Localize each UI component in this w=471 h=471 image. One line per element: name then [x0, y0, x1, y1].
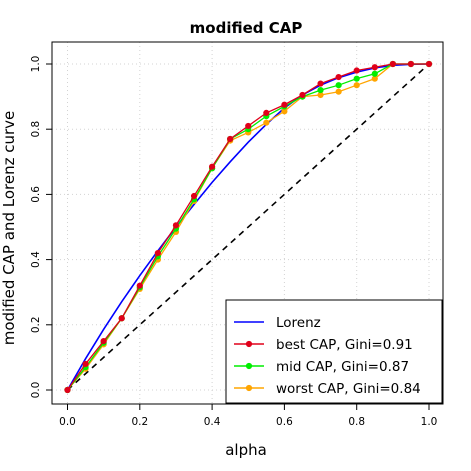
- series-group: [64, 60, 433, 394]
- series-1: [64, 60, 433, 394]
- y-tick-label: 0.6: [30, 186, 42, 203]
- y-tick-label: 1.0: [30, 56, 42, 73]
- y-tick-label: 0.4: [30, 251, 42, 268]
- data-point: [335, 82, 342, 89]
- data-point: [154, 249, 161, 257]
- y-tick-label: 0.2: [30, 316, 42, 333]
- data-point: [227, 135, 234, 143]
- legend-entry-label: worst CAP, Gini=0.84: [276, 381, 421, 397]
- data-point: [190, 192, 198, 200]
- diagonal-line: [66, 63, 430, 391]
- series-0: [66, 63, 430, 391]
- axes: 0.0 0.2 0.4 0.6 0.8 1.0 0.0 0.2 0.4 0.6 0.8 1.0: [30, 56, 437, 428]
- data-point: [335, 88, 342, 95]
- legend-marker: [245, 384, 253, 392]
- data-point: [389, 60, 396, 68]
- series-line: [66, 63, 430, 391]
- data-point: [82, 360, 89, 368]
- plot-frame: [51, 41, 444, 405]
- data-point: [118, 315, 125, 322]
- x-tick-label: 0.4: [204, 416, 221, 428]
- data-point: [136, 282, 143, 289]
- data-point: [100, 338, 107, 345]
- legend: Lorenz best CAP, Gini=0.91 mid CAP, Gini=0…: [225, 299, 443, 404]
- data-point: [353, 82, 360, 89]
- data-point: [281, 101, 288, 108]
- data-point: [317, 80, 324, 87]
- data-point: [299, 91, 306, 99]
- data-point: [317, 91, 324, 99]
- x-tick-label: 0.0: [59, 416, 76, 428]
- data-point: [425, 60, 433, 68]
- legend-entry-label: mid CAP, Gini=0.87: [276, 359, 409, 375]
- data-point: [371, 64, 378, 71]
- data-point: [371, 75, 378, 82]
- data-point: [263, 119, 270, 126]
- x-tick-label: 0.6: [276, 416, 293, 428]
- legend-entry-label: Lorenz: [276, 315, 321, 331]
- legend-marker: [245, 362, 253, 370]
- data-point: [353, 75, 360, 82]
- chart-title: modified CAP: [190, 19, 303, 37]
- data-point: [172, 222, 180, 229]
- legend-entry-label: best CAP, Gini=0.91: [276, 337, 413, 353]
- x-tick-label: 0.8: [348, 416, 365, 428]
- x-tick-label: 0.2: [131, 416, 148, 428]
- data-point: [317, 86, 324, 94]
- y-tick-label: 0.0: [30, 382, 42, 399]
- data-point: [353, 67, 360, 74]
- data-point: [407, 60, 415, 68]
- diagonal-reference: [66, 63, 430, 391]
- x-axis-label: alpha: [225, 441, 267, 459]
- data-point: [335, 73, 342, 81]
- data-point: [371, 70, 378, 77]
- legend-marker: [245, 340, 253, 348]
- data-point: [281, 108, 288, 115]
- data-point: [263, 109, 270, 116]
- data-point: [209, 163, 216, 170]
- x-tick-label: 1.0: [421, 416, 438, 428]
- y-tick-label: 0.8: [30, 121, 42, 138]
- data-point: [64, 386, 71, 394]
- y-axis-label: modified CAP and Lorenz curve: [0, 111, 18, 346]
- data-point: [245, 122, 252, 130]
- legend-box: [225, 299, 443, 404]
